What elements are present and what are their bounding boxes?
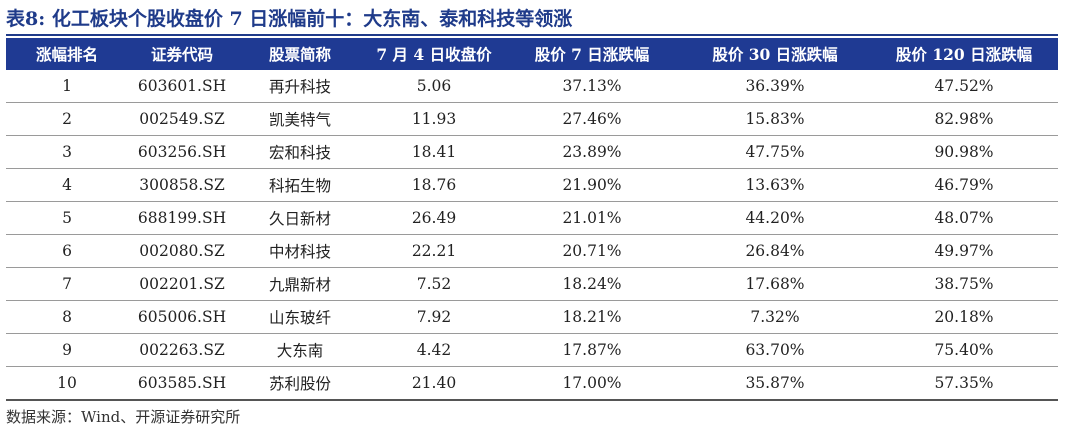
name-cell: 九鼎新材 [236,267,364,301]
change-30d-cell: 13.63% [680,168,870,202]
name-cell: 久日新材 [236,201,364,235]
code-cell: 002080.SZ [128,234,236,268]
name-cell: 苏利股份 [236,366,364,401]
name-cell: 山东玻纤 [236,300,364,334]
close-price-cell: 4.42 [364,333,504,367]
table-row: 3 603256.SH 宏和科技 18.41 23.89% 47.75% 90.98% [6,135,1058,169]
close-price-cell: 5.06 [364,70,504,103]
change-30d-cell: 26.84% [680,234,870,268]
header-code: 证券代码 [128,38,236,70]
header-change-120d: 股价 120 日涨跌幅 [870,38,1058,70]
stock-gain-table: 涨幅排名 证券代码 股票简称 7 月 4 日收盘价 股价 7 日涨跌幅 股价 3… [6,38,1058,401]
name-cell: 大东南 [236,333,364,367]
change-120d-cell: 90.98% [870,135,1058,169]
change-30d-cell: 47.75% [680,135,870,169]
table-row: 6 002080.SZ 中材科技 22.21 20.71% 26.84% 49.97% [6,234,1058,268]
table-row: 4 300858.SZ 科拓生物 18.76 21.90% 13.63% 46.79% [6,168,1058,202]
source-note: 数据来源：Wind、开源证券研究所 [6,408,241,426]
table-row: 8 605006.SH 山东玻纤 7.92 18.21% 7.32% 20.18% [6,300,1058,334]
change-120d-cell: 20.18% [870,300,1058,334]
table-row: 5 688199.SH 久日新材 26.49 21.01% 44.20% 48.07% [6,201,1058,235]
rank-cell: 9 [6,333,128,367]
close-price-cell: 26.49 [364,201,504,235]
name-cell: 凯美特气 [236,102,364,136]
name-cell: 科拓生物 [236,168,364,202]
table-body: 1 603601.SH 再升科技 5.06 37.13% 36.39% 47.52% 2 002… [6,70,1058,401]
close-price-cell: 22.21 [364,234,504,268]
rank-cell: 1 [6,70,128,103]
rank-cell: 2 [6,102,128,136]
rank-cell: 6 [6,234,128,268]
change-120d-cell: 49.97% [870,234,1058,268]
close-price-cell: 7.52 [364,267,504,301]
table-row: 7 002201.SZ 九鼎新材 7.52 18.24% 17.68% 38.75% [6,267,1058,301]
change-30d-cell: 63.70% [680,333,870,367]
rank-cell: 3 [6,135,128,169]
table-header-row: 涨幅排名 证券代码 股票简称 7 月 4 日收盘价 股价 7 日涨跌幅 股价 3… [6,38,1058,70]
change-7d-cell: 21.90% [504,168,680,202]
change-120d-cell: 82.98% [870,102,1058,136]
change-30d-cell: 36.39% [680,70,870,103]
header-change-30d: 股价 30 日涨跌幅 [680,38,870,70]
name-cell: 宏和科技 [236,135,364,169]
change-30d-cell: 35.87% [680,366,870,401]
code-cell: 002201.SZ [128,267,236,301]
code-cell: 002549.SZ [128,102,236,136]
title-divider [6,34,1058,36]
change-7d-cell: 23.89% [504,135,680,169]
code-cell: 605006.SH [128,300,236,334]
change-120d-cell: 47.52% [870,70,1058,103]
rank-cell: 8 [6,300,128,334]
change-7d-cell: 27.46% [504,102,680,136]
close-price-cell: 11.93 [364,102,504,136]
change-7d-cell: 37.13% [504,70,680,103]
change-30d-cell: 17.68% [680,267,870,301]
change-7d-cell: 18.21% [504,300,680,334]
change-30d-cell: 44.20% [680,201,870,235]
header-close-price: 7 月 4 日收盘价 [364,38,504,70]
change-120d-cell: 48.07% [870,201,1058,235]
table-title: 表8: 化工板块个股收盘价 7 日涨幅前十：大东南、泰和科技等领涨 [6,8,573,30]
change-7d-cell: 18.24% [504,267,680,301]
table-row: 9 002263.SZ 大东南 4.42 17.87% 63.70% 75.40% [6,333,1058,367]
change-120d-cell: 46.79% [870,168,1058,202]
code-cell: 300858.SZ [128,168,236,202]
table-row: 1 603601.SH 再升科技 5.06 37.13% 36.39% 47.52% [6,70,1058,103]
code-cell: 603585.SH [128,366,236,401]
change-30d-cell: 7.32% [680,300,870,334]
code-cell: 603256.SH [128,135,236,169]
change-30d-cell: 15.83% [680,102,870,136]
close-price-cell: 7.92 [364,300,504,334]
code-cell: 688199.SH [128,201,236,235]
name-cell: 中材科技 [236,234,364,268]
change-7d-cell: 17.87% [504,333,680,367]
header-rank: 涨幅排名 [6,38,128,70]
rank-cell: 7 [6,267,128,301]
rank-cell: 5 [6,201,128,235]
code-cell: 603601.SH [128,70,236,103]
header-name: 股票简称 [236,38,364,70]
table-row: 2 002549.SZ 凯美特气 11.93 27.46% 15.83% 82.98% [6,102,1058,136]
change-120d-cell: 57.35% [870,366,1058,401]
rank-cell: 10 [6,366,128,401]
change-7d-cell: 17.00% [504,366,680,401]
change-7d-cell: 20.71% [504,234,680,268]
table-row: 10 603585.SH 苏利股份 21.40 17.00% 35.87% 57.35% [6,366,1058,401]
header-change-7d: 股价 7 日涨跌幅 [504,38,680,70]
name-cell: 再升科技 [236,70,364,103]
change-120d-cell: 38.75% [870,267,1058,301]
rank-cell: 4 [6,168,128,202]
close-price-cell: 18.76 [364,168,504,202]
close-price-cell: 21.40 [364,366,504,401]
close-price-cell: 18.41 [364,135,504,169]
code-cell: 002263.SZ [128,333,236,367]
change-7d-cell: 21.01% [504,201,680,235]
change-120d-cell: 75.40% [870,333,1058,367]
